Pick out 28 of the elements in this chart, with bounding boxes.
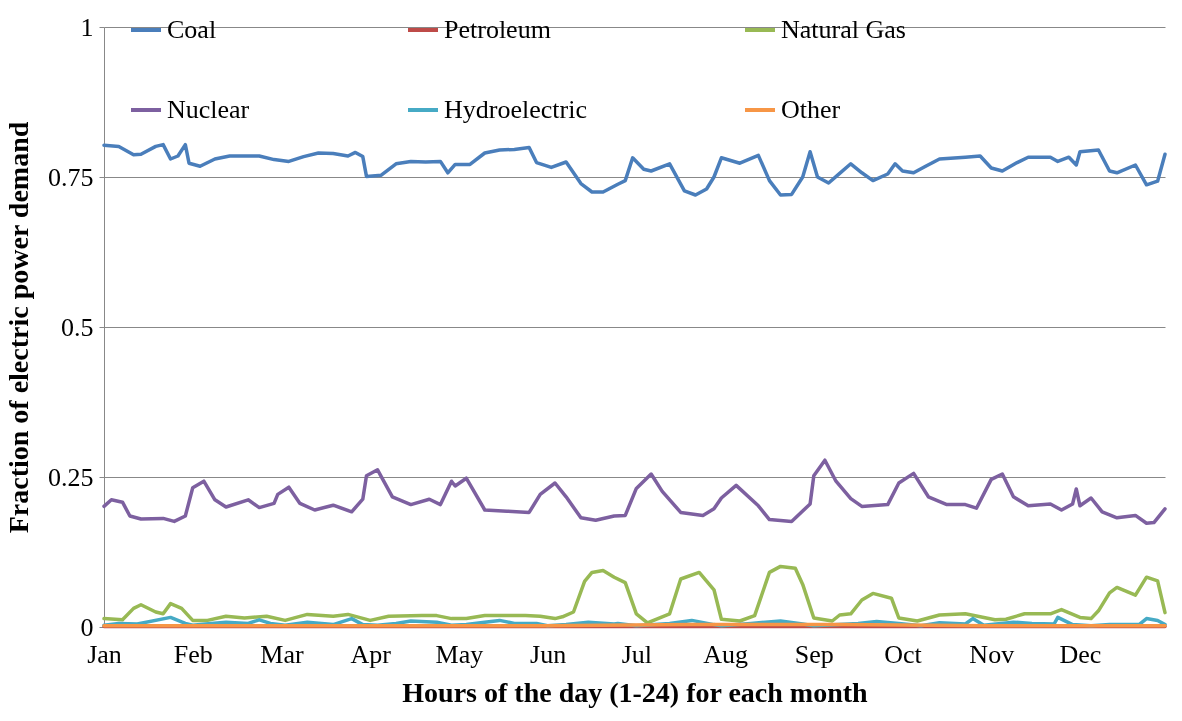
y-tick-label: 0.25 [48,462,94,492]
y-tick-label: 0 [80,612,94,642]
y-tick-label: 1 [80,12,94,42]
x-tick-label: Apr [350,639,392,669]
y-tick-label: 0.75 [48,162,94,192]
x-axis-title: Hours of the day (1-24) for each month [402,676,869,708]
x-tick-label: Jan [87,639,122,669]
x-tick-label: Aug [703,639,748,669]
legend-label: Other [781,95,841,124]
y-axis-title: Fraction of electric power demand [3,121,34,534]
legend-label: Nuclear [167,95,250,124]
legend-label: Natural Gas [781,15,906,44]
x-tick-label: Sep [794,639,834,669]
legend-label: Hydroelectric [444,95,587,124]
y-tick-label: 0.5 [61,312,94,342]
x-tick-label: Jun [530,639,567,669]
x-tick-label: Nov [969,639,1015,669]
x-tick-label: Dec [1059,639,1102,669]
line-series [102,564,1167,625]
legend-label: Petroleum [444,15,551,44]
x-tick-label: May [435,639,484,669]
line-series [102,458,1167,525]
line-series [102,142,1167,197]
x-tick-label: Mar [260,639,304,669]
x-tick-label: Jul [621,639,653,669]
x-tick-label: Feb [173,639,213,669]
legend-label: Coal [167,15,217,44]
x-tick-label: Oct [884,639,923,669]
